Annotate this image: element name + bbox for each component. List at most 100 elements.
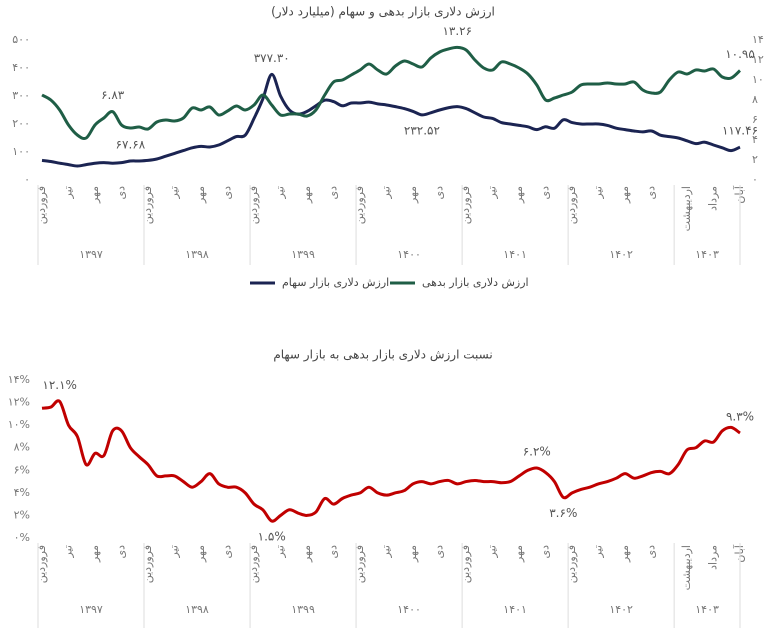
x-tick-label: فروردین: [35, 545, 48, 583]
x-tick-label: فروردین: [141, 186, 154, 224]
y-tick-label: ۰%: [14, 531, 30, 544]
x-tick-label: دی: [327, 186, 340, 200]
x-tick-label: دی: [221, 186, 234, 200]
series-line: [41, 399, 741, 523]
series-line: [41, 72, 741, 168]
x-tick-label: فروردین: [35, 186, 48, 224]
x-tick-label: مرداد: [706, 545, 719, 570]
x-tick-label: دی: [645, 186, 658, 200]
y-tick-label: ۴۰۰: [12, 61, 30, 74]
y-tick-label: ۵۰۰: [12, 33, 30, 46]
y2-tick-label: ۱۰: [752, 73, 764, 86]
x-tick-label: مهر: [194, 186, 207, 204]
x-tick-label: فروردین: [459, 545, 472, 583]
legend-label: ارزش دلاری بازار بدهی: [422, 276, 529, 289]
group-label: ۱۴۰۱: [503, 603, 527, 616]
value-label: ۳.۶%: [549, 506, 577, 520]
x-tick-label: تیر: [380, 186, 393, 199]
y2-tick-label: ۴: [752, 133, 758, 146]
y2-tick-label: ۰: [752, 173, 758, 186]
x-tick-label: فروردین: [565, 186, 578, 224]
x-tick-label: مهر: [300, 545, 313, 563]
x-tick-label: تیر: [274, 545, 287, 558]
y2-tick-label: ۶: [752, 113, 758, 126]
x-tick-label: مهر: [406, 545, 419, 563]
x-tick-label: دی: [433, 186, 446, 200]
group-label: ۱۴۰۲: [609, 248, 633, 261]
x-tick-label: مرداد: [706, 186, 719, 211]
group-label: ۱۴۰۳: [695, 248, 719, 261]
group-label: ۱۳۹۹: [291, 603, 315, 616]
y2-tick-label: ۱۲: [752, 53, 764, 66]
x-tick-label: تیر: [380, 545, 393, 558]
x-tick-label: تیر: [62, 186, 75, 199]
group-label: ۱۳۹۷: [79, 603, 103, 616]
group-label: ۱۴۰۰: [397, 248, 421, 261]
x-tick-label: تیر: [274, 186, 287, 199]
value-label: ۲۳۲.۵۲: [404, 123, 440, 137]
x-tick-label: مهر: [300, 186, 313, 204]
x-tick-label: دی: [645, 545, 658, 559]
x-tick-label: دی: [433, 545, 446, 559]
x-tick-label: مهر: [618, 545, 631, 563]
value-label: ۹.۳%: [726, 410, 754, 424]
y-tick-label: ۳۰۰: [12, 89, 30, 102]
x-tick-label: تیر: [168, 186, 181, 199]
x-tick-label: تیر: [486, 545, 499, 558]
x-tick-label: اردیبهشت: [680, 545, 693, 590]
y2-tick-label: ۸: [752, 93, 758, 106]
x-tick-label: آبان: [732, 185, 746, 203]
group-label: ۱۳۹۸: [185, 248, 209, 261]
value-label: ۶.۸۳: [101, 88, 125, 102]
series-line: [41, 45, 742, 141]
group-label: ۱۴۰۱: [503, 248, 527, 261]
value-label: ۳۷۷.۳۰: [254, 51, 290, 65]
y-tick-label: ۴%: [14, 486, 30, 499]
x-tick-label: مهر: [618, 186, 631, 204]
group-label: ۱۳۹۷: [79, 248, 103, 261]
y2-tick-label: ۱۴: [752, 33, 764, 46]
y-tick-label: ۰: [24, 173, 30, 186]
x-tick-label: تیر: [168, 545, 181, 558]
chart-title: نسبت ارزش دلاری بازار بدهی به بازار سهام: [273, 348, 492, 363]
x-tick-label: فروردین: [459, 186, 472, 224]
x-tick-label: فروردین: [353, 545, 366, 583]
x-tick-label: دی: [539, 545, 552, 559]
x-tick-label: دی: [115, 545, 128, 559]
x-tick-label: مهر: [194, 545, 207, 563]
x-tick-label: فروردین: [141, 545, 154, 583]
legend-label: ارزش دلاری بازار سهام: [282, 276, 389, 289]
x-tick-label: فروردین: [565, 545, 578, 583]
value-label: ۱.۵%: [258, 530, 286, 544]
x-tick-label: دی: [115, 186, 128, 200]
x-tick-label: فروردین: [247, 186, 260, 224]
y-tick-label: ۲%: [14, 508, 30, 521]
group-label: ۱۳۹۸: [185, 603, 209, 616]
group-label: ۱۴۰۳: [695, 603, 719, 616]
x-tick-label: مهر: [88, 186, 101, 204]
group-label: ۱۴۰۲: [609, 603, 633, 616]
value-label: ۱۱۷.۴۶: [722, 124, 758, 138]
x-tick-label: تیر: [62, 545, 75, 558]
y-tick-label: ۱۰%: [8, 418, 30, 431]
value-label: ۶۷.۶۸: [116, 138, 146, 152]
group-label: ۱۳۹۹: [291, 248, 315, 261]
y-tick-label: ۸%: [14, 441, 30, 454]
value-label: ۱۳.۲۶: [442, 24, 472, 38]
group-label: ۱۴۰۰: [397, 603, 421, 616]
y-tick-label: ۱۴%: [8, 373, 30, 386]
x-tick-label: مهر: [512, 186, 525, 204]
x-tick-label: فروردین: [247, 545, 260, 583]
x-tick-label: آبان: [732, 544, 746, 562]
y-tick-label: ۱۰۰: [12, 145, 30, 158]
value-label: ۱۰.۹۵: [725, 47, 755, 61]
value-label: ۱۲.۱%: [42, 378, 77, 392]
x-tick-label: اردیبهشت: [680, 186, 693, 231]
y-tick-label: ۱۲%: [8, 396, 30, 409]
x-tick-label: تیر: [486, 186, 499, 199]
x-tick-label: مهر: [88, 545, 101, 563]
chart-title: ارزش دلاری بازار بدهی و سهام (میلیارد دل…: [271, 5, 495, 20]
x-tick-label: دی: [221, 545, 234, 559]
x-tick-label: مهر: [512, 545, 525, 563]
